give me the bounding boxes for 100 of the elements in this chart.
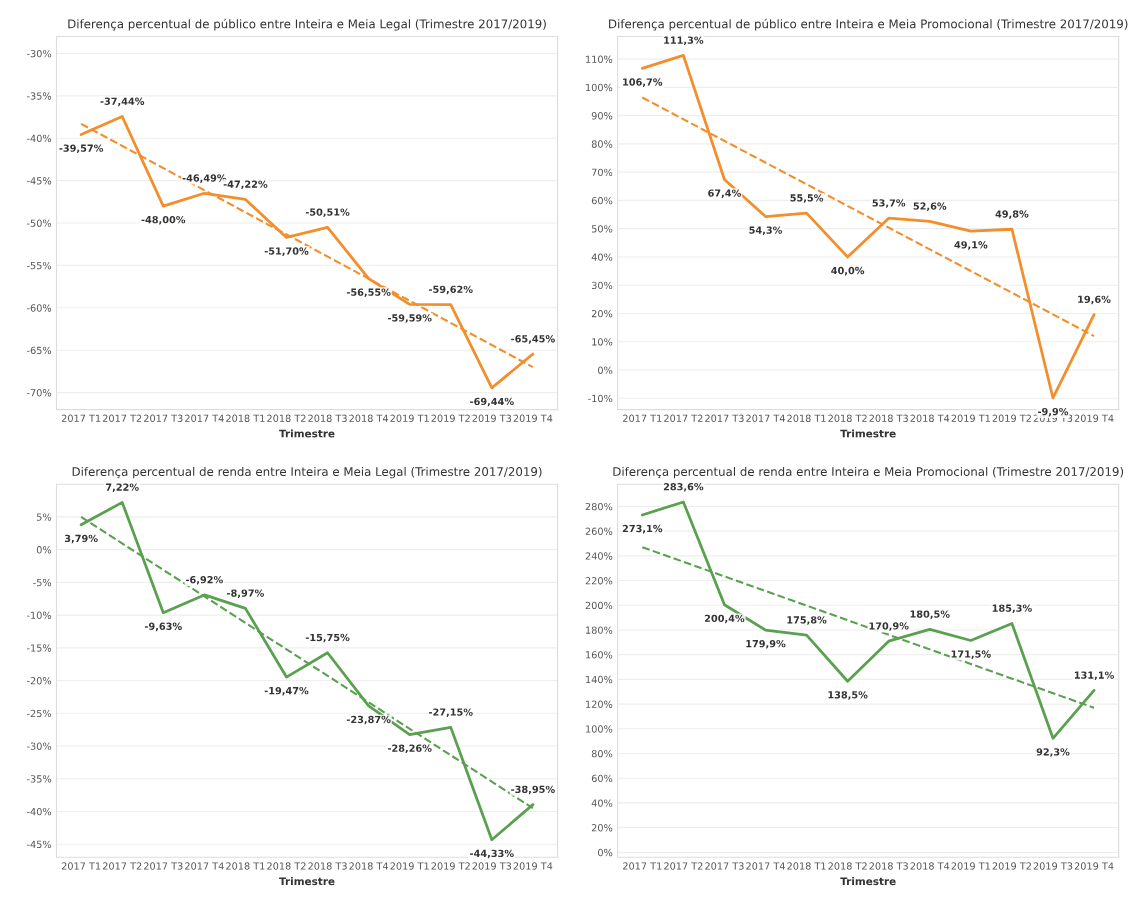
- data-label: 67,4%: [708, 189, 741, 198]
- data-label: -44,33%: [470, 849, 514, 859]
- y-tick-label: 280%: [585, 502, 613, 511]
- x-tick-label: 2018 T1: [787, 414, 826, 422]
- y-tick-label: 160%: [586, 651, 613, 659]
- y-tick-label: 60%: [591, 196, 613, 205]
- data-label: -37,44%: [100, 97, 145, 107]
- data-label: 138,5%: [828, 691, 868, 700]
- data-label: -38,95%: [511, 785, 555, 795]
- data-label: -27,15%: [429, 708, 473, 717]
- data-label: -19,47%: [264, 686, 309, 696]
- data-label: -8,97%: [227, 589, 264, 598]
- x-axis-title: Trimestre: [840, 429, 896, 438]
- y-tick-label: -45%: [27, 177, 52, 185]
- x-tick-label: 2017 T2: [102, 414, 142, 422]
- y-tick-label: 110%: [586, 55, 613, 63]
- x-tick-label: 2019 T2: [431, 862, 470, 870]
- data-label: -28,26%: [387, 744, 432, 754]
- x-tick-label: 2019 T4: [513, 414, 553, 422]
- y-tick-label: -35%: [27, 92, 52, 100]
- data-label: -59,59%: [387, 314, 432, 323]
- y-tick-label: 70%: [591, 168, 613, 176]
- y-tick-label: 10%: [592, 338, 613, 346]
- y-tick-label: 240%: [585, 552, 613, 560]
- y-tick-label: -70%: [27, 389, 52, 397]
- data-label: 170,9%: [869, 622, 909, 631]
- y-tick-label: -60%: [27, 304, 52, 312]
- x-tick-label: 2017 T1: [61, 414, 101, 422]
- x-tick-label: 2018 T3: [308, 862, 347, 870]
- y-tick-label: 40%: [591, 253, 613, 261]
- x-tick-label: 2019 T3: [472, 862, 512, 870]
- x-tick-label: 2018 T2: [267, 862, 306, 870]
- x-tick-label: 2018 T4: [349, 862, 389, 870]
- x-tick-label: 2019 T4: [513, 862, 553, 870]
- x-tick-label: 2019 T1: [951, 414, 990, 422]
- y-tick-label: -30%: [27, 742, 52, 750]
- x-tick-label: 2018 T3: [869, 414, 908, 422]
- data-label: 52,6%: [913, 202, 947, 211]
- data-label: 106,7%: [623, 78, 663, 87]
- chart-title: Diferença percentual de público entre Inteira e Meia Legal (Trimestre 2017/2019): [68, 18, 546, 31]
- x-tick-label: 2019 T1: [390, 862, 429, 870]
- data-label: -69,44%: [470, 397, 514, 407]
- y-tick-label: 100%: [586, 725, 613, 733]
- data-label: -23,87%: [346, 715, 391, 725]
- data-label: -51,70%: [264, 247, 309, 256]
- y-tick-label: -10%: [588, 394, 613, 403]
- y-tick-label: -40%: [27, 134, 52, 143]
- x-tick-label: 2019 T2: [992, 862, 1031, 870]
- y-tick-label: 60%: [591, 774, 613, 783]
- y-tick-label: 260%: [585, 527, 613, 535]
- data-label: -59,62%: [429, 285, 473, 295]
- y-tick-label: 100%: [586, 83, 613, 92]
- x-tick-label: 2019 T4: [1074, 862, 1114, 870]
- data-label: 179,9%: [746, 639, 786, 649]
- y-tick-label: 80%: [591, 140, 613, 148]
- y-tick-label: -65%: [27, 346, 52, 355]
- y-tick-label: 30%: [591, 281, 613, 290]
- x-tick-label: 2017 T1: [61, 862, 101, 870]
- y-tick-label: 0%: [598, 366, 613, 374]
- x-tick-label: 2018 T2: [828, 414, 867, 422]
- y-tick-label: 0%: [36, 546, 52, 554]
- y-tick-label: 140%: [586, 675, 613, 684]
- x-tick-label: 2018 T4: [349, 414, 389, 422]
- x-tick-label: 2018 T2: [267, 414, 306, 422]
- x-tick-label: 2018 T1: [787, 862, 826, 870]
- y-tick-label: -35%: [27, 775, 52, 783]
- data-label: 54,3%: [749, 226, 783, 236]
- y-tick-label: 20%: [591, 309, 613, 318]
- y-tick-label: -15%: [27, 644, 52, 652]
- y-tick-label: -5%: [33, 578, 52, 587]
- data-label: 40,0%: [831, 266, 865, 276]
- y-tick-label: 200%: [585, 601, 613, 610]
- y-tick-label: 5%: [36, 513, 52, 521]
- x-tick-label: 2017 T4: [185, 414, 224, 422]
- data-label: 180,5%: [910, 610, 950, 619]
- data-label: 19,6%: [1078, 295, 1111, 305]
- x-tick-label: 2017 T2: [102, 862, 142, 870]
- y-tick-label: 80%: [591, 749, 613, 758]
- data-label: 55,5%: [790, 194, 824, 203]
- data-label: 175,8%: [787, 616, 827, 625]
- x-tick-label: 2019 T3: [1033, 862, 1073, 870]
- data-label: -48,00%: [141, 215, 186, 225]
- x-tick-label: 2017 T3: [144, 862, 183, 870]
- data-label: 92,3%: [1036, 748, 1070, 757]
- y-tick-label: 90%: [591, 112, 613, 120]
- x-tick-label: 2017 T2: [664, 862, 703, 870]
- x-axis-title: Trimestre: [279, 429, 335, 438]
- x-tick-label: 2018 T4: [910, 414, 950, 422]
- data-label: 49,8%: [995, 210, 1029, 219]
- x-tick-label: 2017 T3: [144, 414, 183, 422]
- x-tick-label: 2018 T2: [828, 862, 867, 870]
- x-tick-label: 2019 T2: [992, 414, 1031, 422]
- x-axis-title: Trimestre: [279, 877, 335, 886]
- data-label: 49,1%: [954, 241, 988, 250]
- y-tick-label: 180%: [586, 626, 613, 634]
- data-label: 3,79%: [64, 534, 98, 544]
- x-tick-label: 2018 T4: [910, 862, 950, 870]
- x-tick-label: 2018 T1: [226, 414, 265, 422]
- x-tick-label: 2017 T3: [705, 862, 744, 870]
- data-label: 200,4%: [704, 614, 745, 624]
